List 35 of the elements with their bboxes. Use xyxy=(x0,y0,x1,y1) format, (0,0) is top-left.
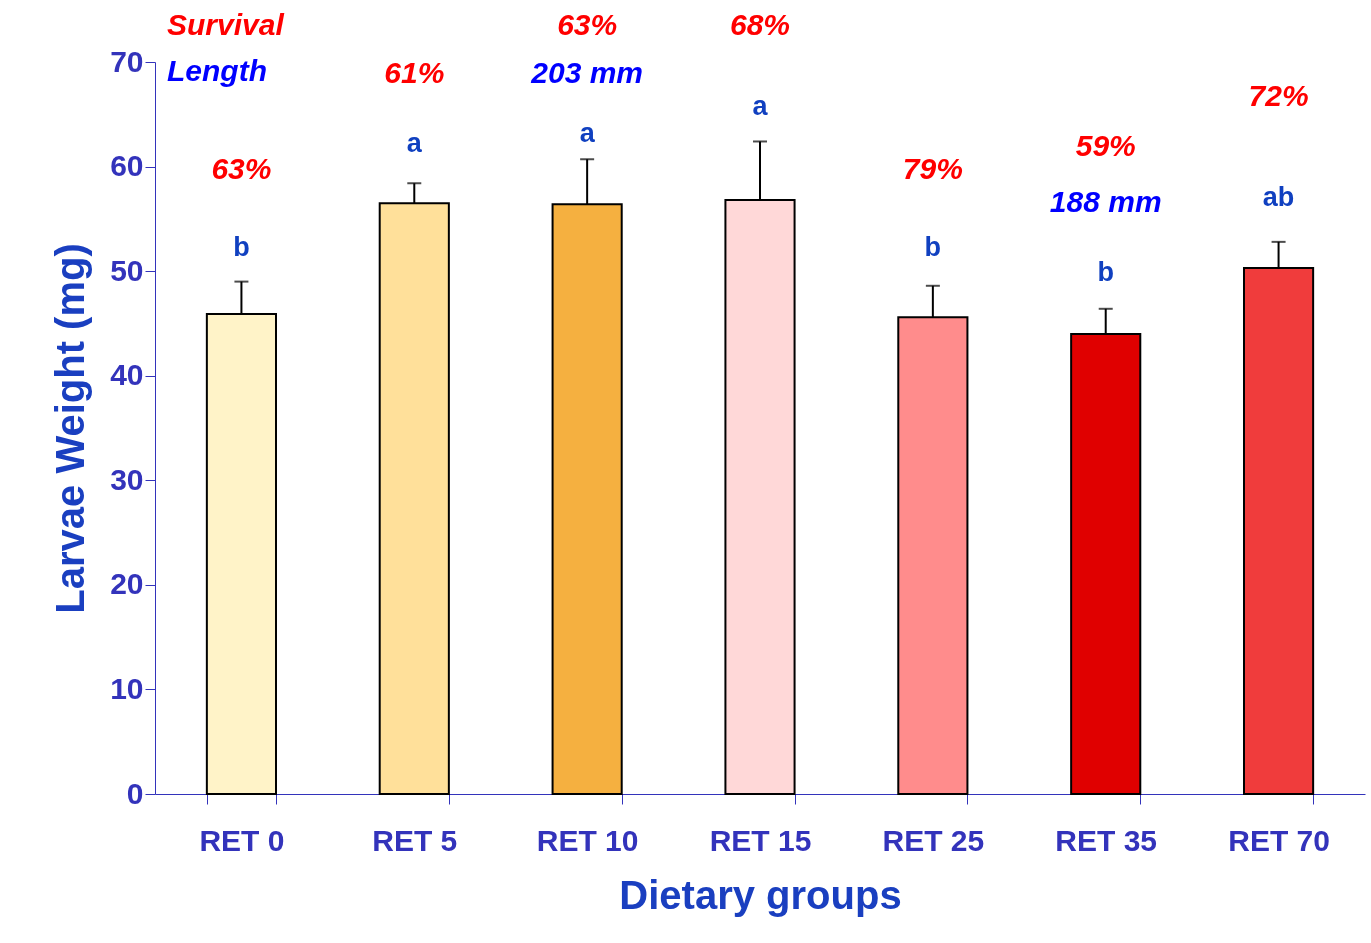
annotation: 203 mm xyxy=(530,56,644,89)
annotation: 79% xyxy=(902,152,963,185)
y-tick-label: 70 xyxy=(110,44,144,78)
y-tick-label: 0 xyxy=(126,776,144,810)
annotation: b xyxy=(1097,257,1114,287)
annotation: 61% xyxy=(384,56,445,89)
x-tick-label: RET 0 xyxy=(199,823,285,857)
y-tick-label: 30 xyxy=(110,462,144,496)
annotation: ab xyxy=(1262,182,1295,212)
x-axis-title: Dietary groups xyxy=(619,872,902,917)
annotation: a xyxy=(579,118,596,148)
text: Survival xyxy=(167,8,285,41)
x-tick-label: RET 35 xyxy=(1055,823,1158,857)
annotation: b xyxy=(924,232,942,262)
y-tick-label: 20 xyxy=(110,567,144,601)
annotation: a xyxy=(752,91,769,121)
y-tick-label: 50 xyxy=(110,253,144,287)
y-tick-label: 40 xyxy=(110,358,144,392)
annotation: 63% xyxy=(211,152,272,185)
x-tick-label: RET 25 xyxy=(882,823,985,857)
y-tick-label: 60 xyxy=(110,149,144,183)
text: 68% xyxy=(729,8,791,41)
y-tick-label: 10 xyxy=(110,671,144,705)
annotation: b xyxy=(233,232,250,262)
y-axis-title: Larvae Weight (mg) xyxy=(48,243,93,614)
annotation: 188 mm xyxy=(1049,185,1162,218)
annotation: 59% xyxy=(1075,129,1136,162)
annotation: Length xyxy=(167,54,267,87)
x-tick-label: RET 15 xyxy=(709,823,812,857)
x-tick-label: RET 10 xyxy=(536,823,639,857)
annotation: a xyxy=(406,128,423,158)
text: 63% xyxy=(557,8,618,41)
x-tick-label: RET 70 xyxy=(1228,823,1330,857)
x-tick-label: RET 5 xyxy=(372,823,458,857)
annotation: 72% xyxy=(1248,79,1309,112)
